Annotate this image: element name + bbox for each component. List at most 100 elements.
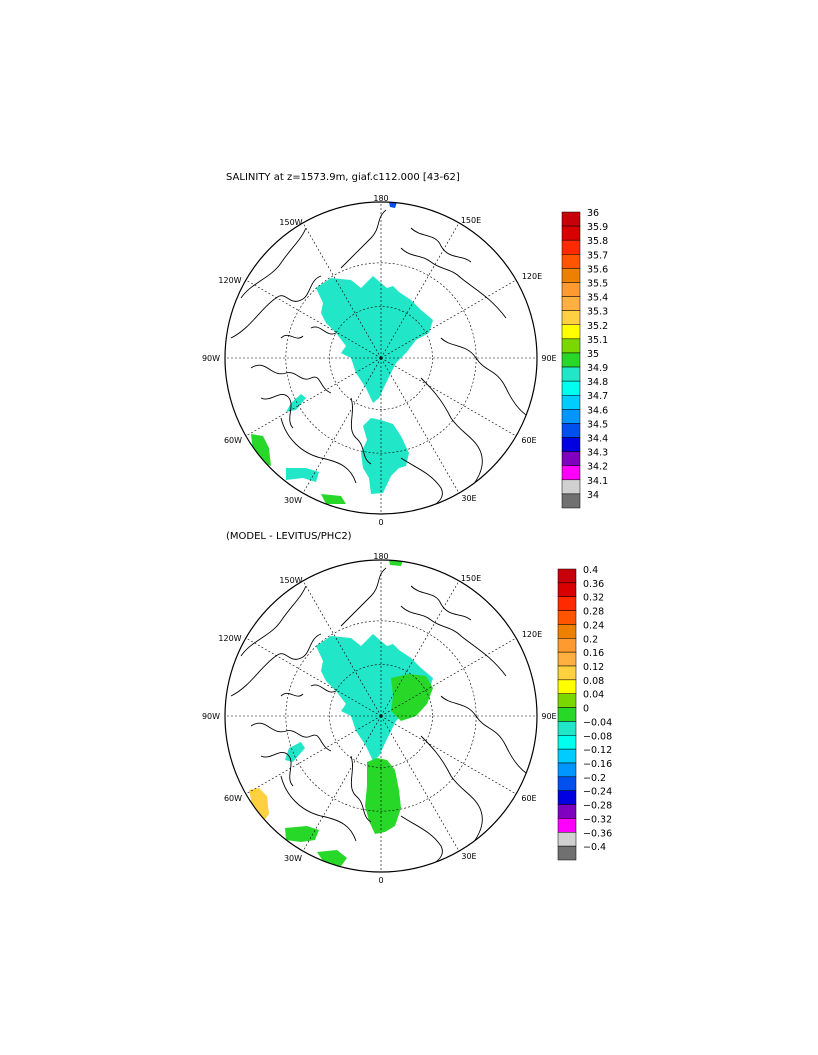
coastline (280, 775, 357, 842)
coastline (440, 695, 532, 777)
parallel-circle (285, 620, 477, 812)
polar-map-1: 180 150E 120E 90E 60E 30E 0 30W 60W 90W 120W 150W 0.… (202, 552, 612, 885)
colorbar-swatch (561, 296, 581, 311)
shaded-field-5 (286, 394, 306, 412)
meridian-line (380, 637, 517, 717)
colorbar-tick-label: −0.4 (583, 842, 606, 853)
shaded-field-2 (251, 434, 271, 466)
shaded-field-6 (285, 742, 305, 762)
colorbar-tick-label: −0.2 (583, 773, 606, 784)
shaded-field-0 (316, 634, 433, 761)
coastline (420, 377, 483, 494)
coastline (340, 209, 387, 269)
colorbar-swatch (561, 366, 581, 382)
colorbar-tick-label: 0.04 (583, 690, 604, 701)
meridian-line (245, 279, 382, 359)
coastline (280, 326, 337, 339)
longitude-label: 120E (522, 272, 542, 281)
longitude-label: 150E (461, 574, 481, 583)
colorbar-tick-label: −0.36 (583, 828, 612, 839)
colorbar-swatch (561, 310, 581, 326)
parallel-circle (329, 306, 433, 410)
longitude-label: 150W (279, 218, 302, 227)
coastline (230, 275, 322, 339)
colorbar-swatch (561, 451, 581, 466)
colorbar-swatch (561, 211, 581, 227)
colorbar-tick-label: −0.24 (583, 787, 612, 798)
shaded-field-3 (286, 468, 319, 482)
colorbar-swatch (561, 352, 581, 368)
colorbar-swatch (561, 409, 581, 424)
colorbar-tick-label: 36 (587, 208, 599, 219)
meridian-line (380, 222, 460, 359)
shaded-field-2 (365, 758, 401, 834)
colorbar-tick-label: 34.8 (587, 377, 608, 388)
colorbar-tick-label: 34.9 (587, 363, 608, 374)
colorbar-swatch (561, 380, 581, 396)
colorbar-tick-label: 0.2 (583, 634, 598, 645)
colorbar-swatch (557, 610, 577, 625)
longitude-label: 120E (522, 630, 542, 639)
coastline (260, 394, 294, 429)
colorbar-swatch (557, 762, 577, 778)
coastline (250, 364, 332, 394)
coastline (230, 633, 322, 697)
coastline (240, 585, 307, 657)
meridian-line (380, 279, 517, 359)
colorbar-tick-label: −0.04 (583, 717, 612, 728)
parallel-circle (329, 664, 433, 768)
meridian-line (380, 357, 517, 437)
parallel-circle (285, 262, 477, 454)
colorbar-swatch (557, 845, 577, 861)
map-boundary (224, 559, 538, 873)
colorbar-tick-label: 35.7 (587, 250, 608, 261)
shaded-field-6 (389, 202, 397, 208)
coastline (400, 605, 507, 677)
colorbar-swatch (557, 679, 577, 694)
shaded-field-3 (249, 788, 269, 822)
colorbar-swatch (561, 324, 581, 340)
polar-map-0: 180 150E 120E 90E 60E 30E 0 30W 60W 90W 120W 150W 36… (202, 194, 608, 527)
coastline (280, 684, 337, 697)
coastline (260, 752, 294, 787)
longitude-label: 180 (373, 552, 388, 561)
colorbar-swatch (561, 465, 581, 481)
meridian-line (302, 715, 382, 852)
longitude-label: 60E (521, 794, 536, 803)
colorbar-tick-label: 0.12 (583, 662, 604, 673)
colorbar-swatch (557, 818, 577, 833)
longitude-label: 30W (284, 496, 302, 505)
colorbar-tick-label: 35.1 (587, 335, 608, 346)
longitude-label: 60E (521, 436, 536, 445)
longitude-label: 90E (541, 712, 556, 721)
meridian-line (302, 357, 382, 494)
colorbar-tick-label: 34.6 (587, 405, 608, 416)
coastline (400, 247, 507, 319)
meridian-line (245, 637, 382, 717)
colorbar-swatch (561, 225, 581, 241)
coastline (250, 722, 332, 752)
shaded-field-4 (321, 494, 346, 504)
colorbar-tick-label: 34.3 (587, 448, 608, 459)
longitude-label: 120W (218, 276, 241, 285)
colorbar-tick-label: 35.9 (587, 222, 608, 233)
longitude-label: 0 (378, 876, 383, 885)
colorbar-swatch (557, 832, 577, 847)
colorbar-tick-label: −0.16 (583, 759, 612, 770)
colorbar-tick-label: 35.4 (587, 293, 608, 304)
colorbar-tick-label: 34.4 (587, 434, 608, 445)
map-title-difference: (MODEL - LEVITUS/PHC2) (226, 531, 352, 542)
coastline (350, 755, 372, 823)
meridian-line (380, 715, 460, 852)
colorbar-tick-label: 35.2 (587, 321, 608, 332)
colorbar-tick-label: 0.24 (583, 620, 604, 631)
coastline (410, 585, 472, 621)
colorbar-swatch (557, 707, 577, 722)
colorbar-swatch (561, 268, 581, 283)
meridian-line (302, 580, 382, 717)
shaded-field-0 (316, 276, 433, 403)
longitude-label: 0 (378, 518, 383, 527)
colorbar-swatch (561, 394, 581, 410)
colorbar-tick-label: 34 (587, 490, 599, 501)
colorbar-tick-label: 0 (583, 704, 589, 715)
